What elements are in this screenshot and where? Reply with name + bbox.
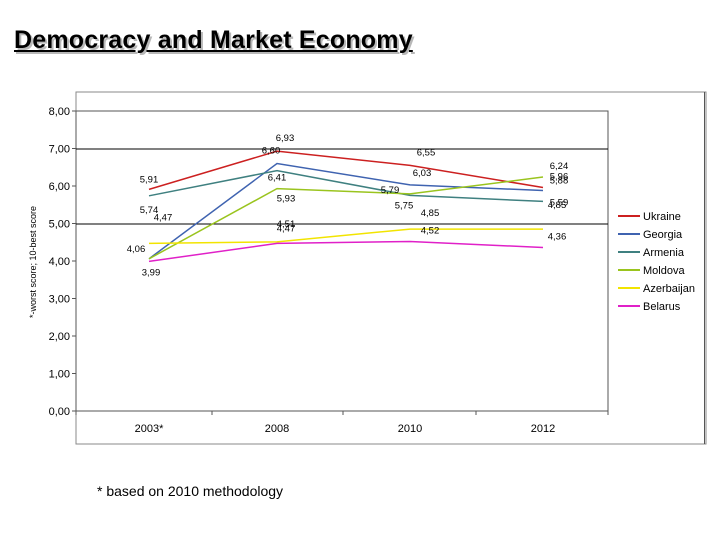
data-label: 5,74 [140, 205, 159, 216]
data-label: 3,99 [142, 267, 161, 278]
data-label: 4,85 [548, 200, 567, 211]
data-label: 5,75 [395, 200, 414, 211]
data-label: 6,03 [413, 168, 432, 179]
y-tick-label: 4,00 [49, 256, 70, 268]
legend-label: Ukraine [643, 211, 681, 223]
series-line-armenia [148, 169, 544, 203]
data-label: 6,24 [550, 161, 569, 172]
y-tick-label: 3,00 [49, 294, 70, 306]
legend-label: Moldova [643, 265, 685, 277]
y-tick-label: 7,00 [49, 144, 70, 156]
series-lines [148, 150, 544, 263]
y-tick-label: 5,00 [49, 219, 70, 231]
footnote: * based on 2010 methodology [97, 483, 284, 499]
series-line-moldova [148, 176, 544, 260]
data-label: 6,60 [262, 146, 281, 157]
slide-title-shadow: Democracy and Market Economy [16, 28, 415, 56]
data-label: 4,47 [154, 212, 173, 223]
legend-label: Belarus [643, 301, 681, 313]
data-label: 4,06 [127, 244, 146, 255]
y-axis-title: *-worst score; 10-best score [28, 206, 38, 318]
plot-frame [75, 91, 707, 445]
data-label: 6,41 [268, 173, 287, 184]
data-label: 5,96 [550, 172, 569, 183]
series-line-ukraine [148, 150, 544, 191]
data-label: 4,52 [421, 226, 440, 237]
y-tick-label: 8,00 [49, 106, 70, 118]
series-line-georgia [148, 162, 544, 260]
data-label: 4,51 [277, 219, 296, 230]
data-labels: 5,91 6,93 6,55 5,96 4,06 6,60 6,03 5,88 5,74 6,41… [127, 133, 569, 278]
x-tick-labels: 2003* 2008 2010 2012 [75, 411, 609, 435]
legend-label: Georgia [643, 229, 683, 241]
right-rule [704, 92, 705, 444]
y-tick-label: 0,00 [49, 406, 70, 418]
data-label: 6,93 [276, 133, 295, 144]
data-label: 4,47 [277, 223, 296, 234]
legend-label: Azerbaijan [643, 283, 695, 295]
series-line-azerbaijan [148, 228, 543, 245]
data-label: 5,79 [381, 185, 400, 196]
y-tick-label: 6,00 [49, 181, 70, 193]
data-label: 5,88 [550, 176, 569, 187]
y-tick-label: 2,00 [49, 331, 70, 343]
data-label: 6,55 [417, 147, 436, 158]
data-label: 5,93 [277, 194, 296, 205]
y-tick-label: 1,00 [49, 369, 70, 381]
x-tick-label: 2012 [531, 423, 555, 435]
legend-label: Armenia [643, 247, 685, 259]
x-tick-label: 2003* [135, 423, 164, 435]
data-label: 5,59 [550, 197, 569, 208]
y-tick-labels: 0,00 1,00 2,00 3,00 4,00 5,00 6,00 7,00 8,00 [49, 106, 76, 418]
x-tick-label: 2008 [265, 423, 289, 435]
data-label: 4,85 [421, 208, 440, 219]
data-label: 4,36 [548, 232, 567, 243]
legend: Ukraine Georgia Armenia Moldova Azerbaijan Be… [618, 211, 695, 313]
x-tick-label: 2010 [398, 423, 422, 435]
series-line-belarus [148, 240, 544, 263]
data-label: 5,91 [140, 174, 159, 185]
slide-title: Democracy and Market Economy [14, 26, 413, 54]
